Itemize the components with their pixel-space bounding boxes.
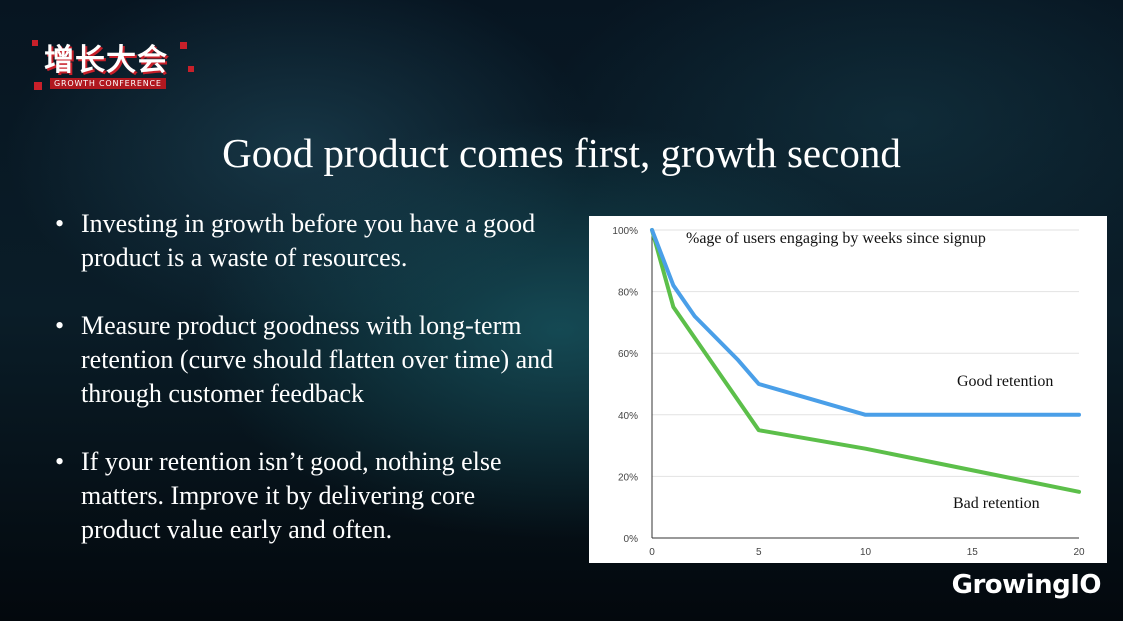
logo-pixel — [180, 42, 187, 49]
brand-logo: GrowingIO — [951, 570, 1102, 600]
logo-english-text: GROWTH CONFERENCE — [50, 78, 166, 89]
bullet-dot: • — [55, 311, 65, 340]
bullet-text: Measure product goodness with long-term … — [81, 311, 554, 408]
logo-pixel — [34, 82, 42, 90]
bullet-item: • If your retention isn’t good, nothing e… — [55, 445, 555, 547]
logo-chinese-text: 增长大会 — [44, 43, 168, 78]
bullet-text: If your retention isn’t good, nothing el… — [81, 447, 502, 544]
logo-pixel — [32, 40, 38, 46]
y-tick-label: 60% — [618, 349, 638, 360]
retention-chart-svg: 0% 20% 40% 60% 80% 100% 0 5 10 15 20 %age of users … — [612, 226, 1085, 558]
y-tick-label: 40% — [618, 411, 638, 422]
series-label-good: Good retention — [957, 373, 1053, 390]
bullet-dot: • — [55, 447, 65, 476]
bullet-dot: • — [55, 209, 65, 238]
bullet-list: • Investing in growth before you have a g… — [55, 207, 555, 581]
x-tick-label: 15 — [967, 547, 979, 558]
x-tick-label: 5 — [756, 547, 762, 558]
retention-chart: 0% 20% 40% 60% 80% 100% 0 5 10 15 20 %age of users … — [589, 216, 1107, 563]
series-label-bad: Bad retention — [953, 495, 1040, 512]
slide-title: Good product comes first, growth second — [222, 130, 901, 176]
y-tick-label: 100% — [612, 226, 638, 237]
y-tick-label: 0% — [624, 534, 639, 545]
x-tick-label: 0 — [649, 547, 655, 558]
series-line-bad — [650, 228, 1081, 494]
x-tick-label: 20 — [1073, 547, 1085, 558]
y-tick-label: 80% — [618, 288, 638, 299]
bullet-text: Investing in growth before you have a go… — [81, 209, 536, 272]
bullet-item: • Investing in growth before you have a g… — [55, 207, 555, 275]
x-tick-label: 10 — [860, 547, 872, 558]
conference-logo: 增长大会 GROWTH CONFERENCE — [30, 36, 200, 96]
bullet-item: • Measure product goodness with long-term… — [55, 309, 555, 411]
series-line-good — [650, 228, 1081, 417]
chart-title: %age of users engaging by weeks since si… — [686, 230, 986, 247]
y-tick-label: 20% — [618, 472, 638, 483]
logo-pixel — [188, 66, 194, 72]
